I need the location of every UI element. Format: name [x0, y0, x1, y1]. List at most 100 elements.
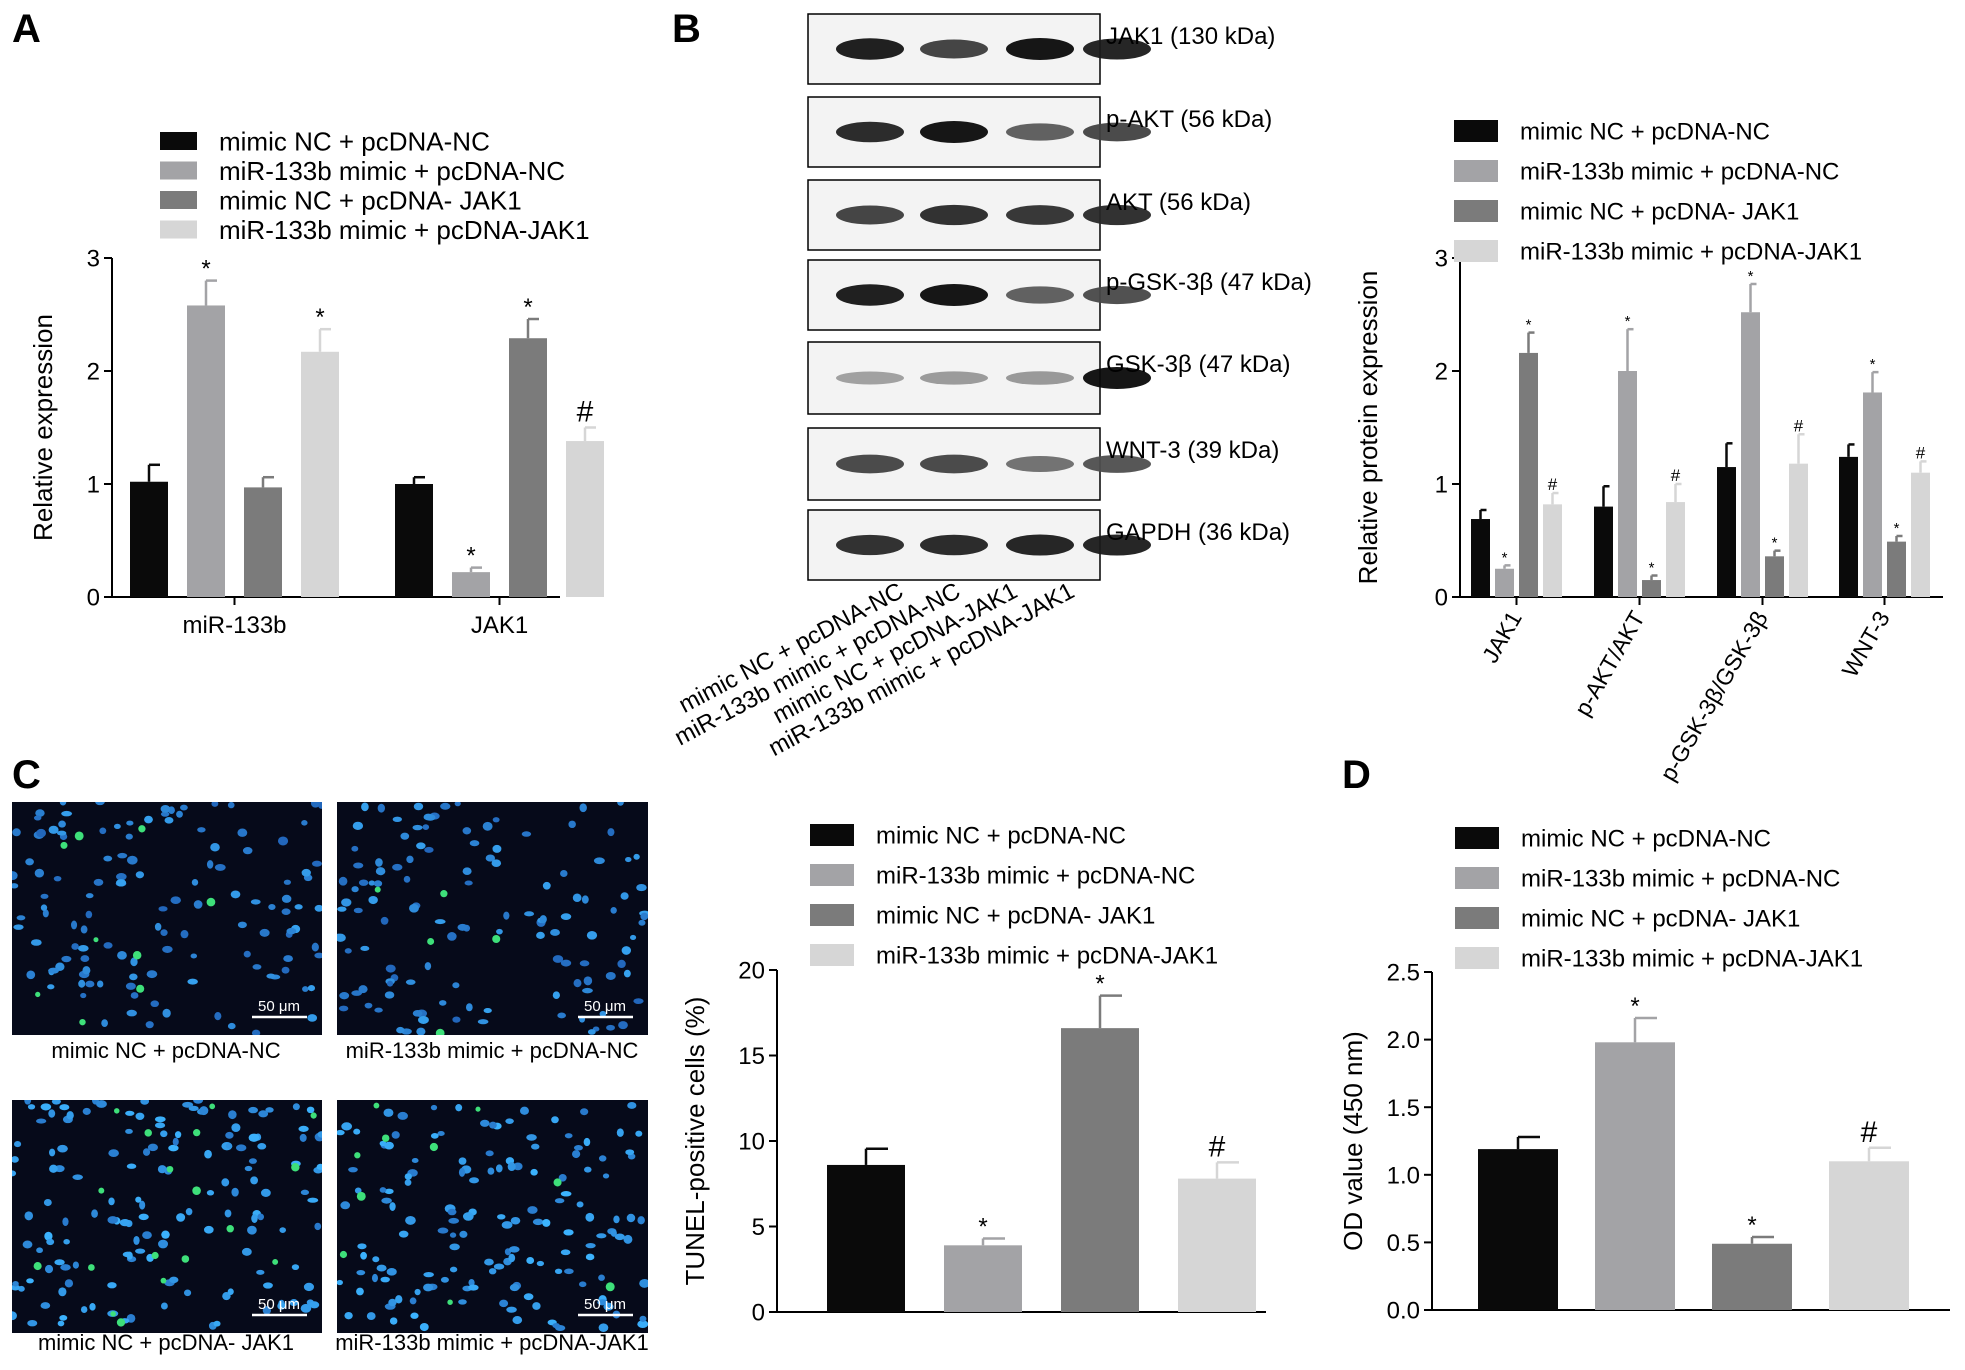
nucleus [585, 1212, 595, 1222]
tunel-positive-cell [354, 1152, 361, 1159]
bar [1741, 312, 1760, 597]
nucleus [30, 939, 42, 946]
tunel-positive-cell [132, 950, 142, 960]
nucleus [89, 1303, 96, 1311]
micrograph-caption: mimic NC + pcDNA- JAK1 [37, 1330, 295, 1355]
bar [130, 481, 168, 597]
nucleus [80, 955, 90, 963]
nucleus [509, 1283, 520, 1292]
nucleus [80, 1306, 88, 1313]
nucleus [507, 1162, 516, 1171]
nucleus [386, 980, 394, 987]
legend-swatch [160, 220, 197, 239]
significance-mark: * [978, 1213, 987, 1240]
tunel-positive-cell [605, 1282, 615, 1292]
nucleus [80, 992, 87, 999]
nucleus [596, 1233, 607, 1239]
legend-label: miR-133b mimic + pcDNA-NC [1520, 159, 1839, 186]
nucleus [281, 966, 290, 974]
nucleus [485, 1150, 494, 1157]
nucleus [160, 804, 171, 813]
nucleus [375, 858, 383, 867]
nucleus [294, 904, 303, 910]
nucleus [581, 895, 589, 904]
legend-label: mimic NC + pcDNA- JAK1 [876, 903, 1155, 930]
bar [1642, 580, 1661, 597]
nucleus [103, 855, 113, 862]
blot-band [836, 121, 904, 143]
nucleus [71, 943, 79, 950]
scale-bar-label: 50 μm [584, 998, 626, 1015]
tunel-positive-cell [166, 1165, 174, 1173]
legend-label: mimic NC + pcDNA- JAK1 [1521, 906, 1800, 933]
legend-label: miR-133b mimic + pcDNA-JAK1 [876, 943, 1218, 970]
nucleus [188, 1105, 199, 1111]
y-axis-label: Relative protein expression [1353, 271, 1383, 585]
nucleus [635, 1130, 643, 1137]
nucleus [337, 933, 346, 942]
nucleus [85, 980, 95, 988]
nucleus [554, 1198, 565, 1204]
legend-swatch [810, 904, 854, 926]
nucleus [130, 992, 139, 999]
nucleus [95, 1100, 107, 1108]
nucleus [283, 879, 291, 885]
nucleus [314, 1222, 322, 1231]
micrograph-cells: 50 μm [12, 802, 322, 1035]
significance-mark: # [1548, 475, 1558, 494]
nucleus [341, 1122, 353, 1131]
nucleus [424, 962, 432, 971]
nucleus [375, 867, 386, 876]
nucleus [523, 1293, 534, 1301]
nucleus [414, 1288, 421, 1296]
nucleus [409, 903, 419, 913]
nucleus [225, 1131, 234, 1139]
blot-band [920, 204, 988, 226]
legend-label: mimic NC + pcDNA-NC [219, 126, 490, 156]
nucleus [251, 1214, 258, 1223]
nucleus [16, 915, 26, 921]
panel-b-western-blot: JAK1 (130 kDa) p-AKT (56 kDa) AKT (56 kDa)… [670, 13, 1312, 762]
nucleus [77, 945, 89, 952]
tunel-positive-cell [88, 1264, 95, 1271]
nucleus [56, 830, 67, 836]
nucleus [54, 1259, 65, 1266]
y-tick-label: 3 [1435, 246, 1448, 273]
nucleus [299, 1133, 307, 1142]
nucleus [125, 1110, 135, 1116]
nucleus [613, 1215, 620, 1224]
significance-mark: * [1095, 971, 1104, 998]
legend-label: mimic NC + pcDNA-NC [1521, 826, 1771, 853]
nucleus [623, 1234, 633, 1244]
nucleus [564, 1133, 573, 1139]
nucleus [351, 886, 359, 893]
nucleus [598, 1323, 609, 1332]
nucleus [57, 1144, 68, 1153]
blot-band [1006, 123, 1074, 141]
nucleus [353, 862, 364, 869]
nucleus [492, 844, 502, 853]
nucleus [162, 1008, 171, 1018]
tunel-positive-cell [374, 886, 381, 893]
y-tick-label: 0 [87, 585, 100, 612]
nucleus [513, 1162, 523, 1171]
nucleus [277, 1302, 286, 1310]
nucleus [623, 969, 631, 978]
panel-letters: A B C D [12, 7, 1371, 797]
nucleus [248, 1133, 260, 1142]
bar [1712, 1243, 1792, 1310]
significance-mark: * [201, 256, 210, 283]
panel-b-chart: 0 1 2 3 Relative protein expression * * # JAK1 * *… [1353, 119, 1943, 785]
nucleus [440, 802, 451, 810]
bar [944, 1245, 1022, 1312]
nucleus [506, 1306, 517, 1313]
nucleus [154, 1116, 166, 1123]
nucleus [593, 857, 605, 865]
nucleus [157, 1165, 167, 1174]
y-axis-label: TUNEL-positive cells (%) [680, 997, 710, 1286]
micrograph-image: 50 μm [337, 802, 648, 1035]
nucleus [206, 1190, 215, 1196]
nucleus [12, 871, 18, 881]
nucleus [221, 1178, 230, 1187]
blot-band [1006, 286, 1074, 304]
